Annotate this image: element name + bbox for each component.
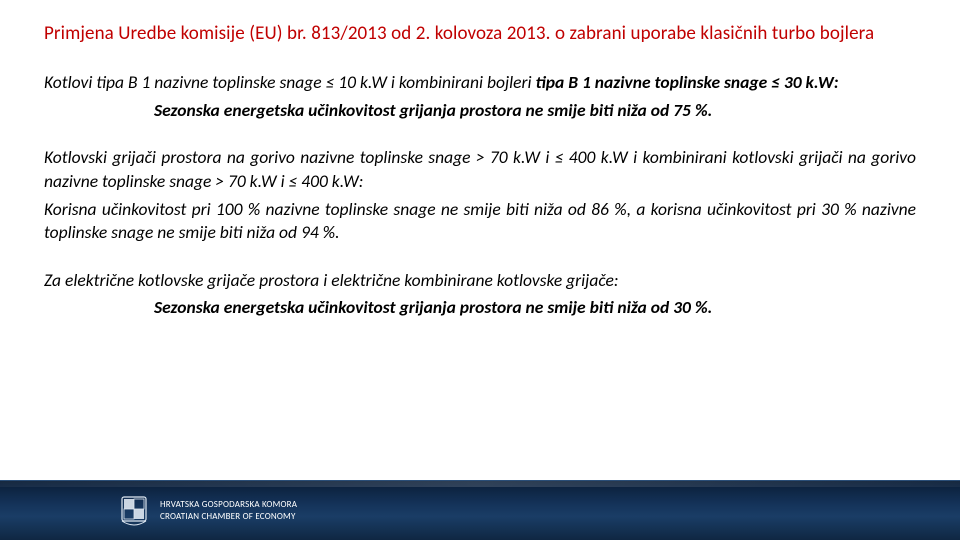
footer-bar: HRVATSKA GOSPODARSKA KOMORA CROATIAN CHA… — [0, 480, 960, 540]
para-1: Kotlovi tipa B 1 nazivne toplinske snage… — [44, 71, 916, 95]
para-3a: Za električne kotlovske grijače prostora… — [44, 269, 916, 293]
footer-logo: HRVATSKA GOSPODARSKA KOMORA CROATIAN CHA… — [120, 495, 297, 527]
footer-org-text: HRVATSKA GOSPODARSKA KOMORA CROATIAN CHA… — [160, 499, 297, 522]
content-area: Primjena Uredbe komisije (EU) br. 813/20… — [0, 0, 960, 480]
para-1-eff: Sezonska energetska učinkovitost grijanj… — [44, 99, 916, 123]
para-2b: Korisna učinkovitost pri 100 % nazivne t… — [44, 198, 916, 245]
slide-title: Primjena Uredbe komisije (EU) br. 813/20… — [44, 22, 916, 45]
para-3-eff: Sezonska energetska učinkovitost grijanj… — [44, 296, 916, 320]
slide: Primjena Uredbe komisije (EU) br. 813/20… — [0, 0, 960, 540]
shield-icon — [120, 495, 148, 527]
para-2a: Kotlovski grijači prostora na gorivo naz… — [44, 146, 916, 193]
